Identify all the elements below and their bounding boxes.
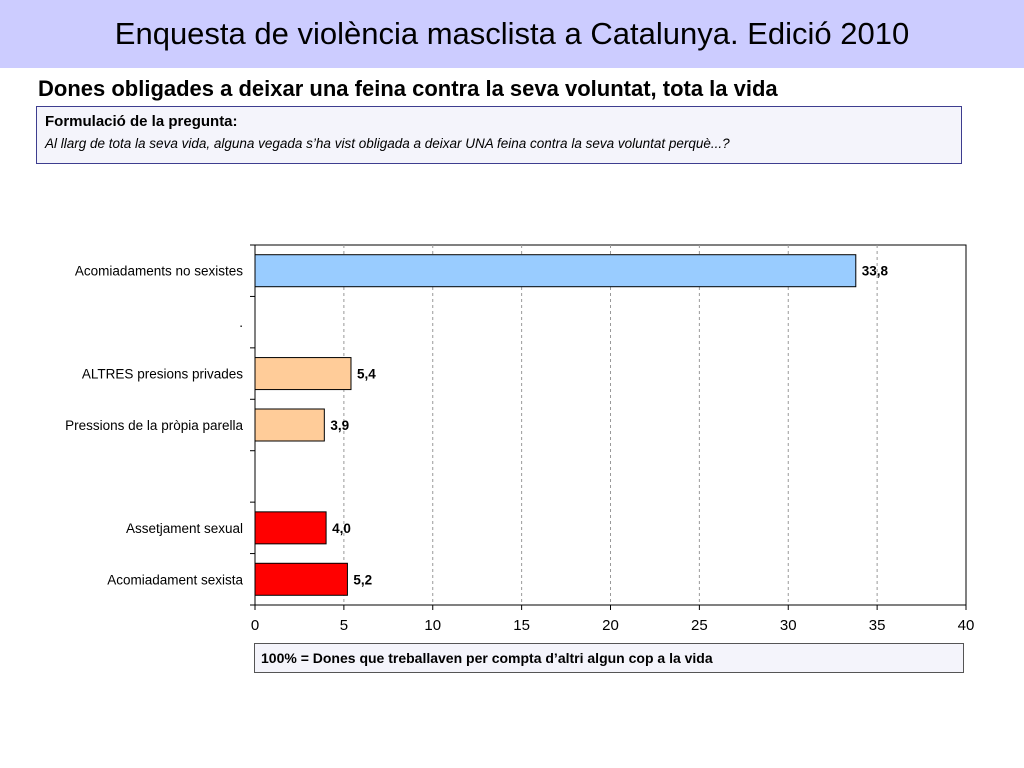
category-label: ALTRES presions privades: [82, 367, 243, 382]
bar: [254, 357, 352, 391]
bar: [254, 562, 348, 596]
x-tick-label: 25: [691, 617, 708, 634]
value-label: 5,2: [353, 572, 372, 587]
bar: [254, 254, 857, 288]
x-tick-label: 10: [424, 617, 441, 634]
bar: [254, 511, 327, 545]
x-tick-label: 40: [958, 617, 975, 634]
chart-subtitle: Dones obligades a deixar una feina contr…: [38, 76, 778, 101]
base-note: 100% = Dones que treballaven per compta …: [254, 643, 964, 673]
category-label: Acomiadament sexista: [107, 572, 243, 587]
category-label: Assetjament sexual: [126, 521, 243, 536]
page-title: Enquesta de violència masclista a Catalu…: [114, 16, 910, 51]
x-tick-label: 5: [340, 617, 348, 634]
value-label: 33,8: [862, 264, 889, 279]
question-box: Formulació de la pregunta: Al llarg de t…: [36, 106, 962, 164]
x-tick-label: 0: [251, 617, 259, 634]
value-label: 4,0: [332, 521, 351, 536]
x-tick-label: 15: [513, 617, 530, 634]
value-label: 3,9: [330, 418, 349, 433]
title-bar: Enquesta de violència masclista a Catalu…: [0, 0, 1024, 68]
base-note-text: 100% = Dones que treballaven per compta …: [261, 650, 713, 666]
x-tick-label: 35: [869, 617, 886, 634]
category-label: Pressions de la pròpia parella: [65, 418, 243, 433]
x-tick-label: 30: [780, 617, 797, 634]
x-tick-label: 20: [602, 617, 619, 634]
bar: [254, 408, 325, 442]
question-text: Al llarg de tota la seva vida, alguna ve…: [45, 136, 730, 151]
value-label: 5,4: [357, 367, 376, 382]
question-label: Formulació de la pregunta:: [45, 113, 238, 130]
category-label: Acomiadaments no sexistes: [75, 264, 243, 279]
category-label: .: [239, 315, 243, 330]
